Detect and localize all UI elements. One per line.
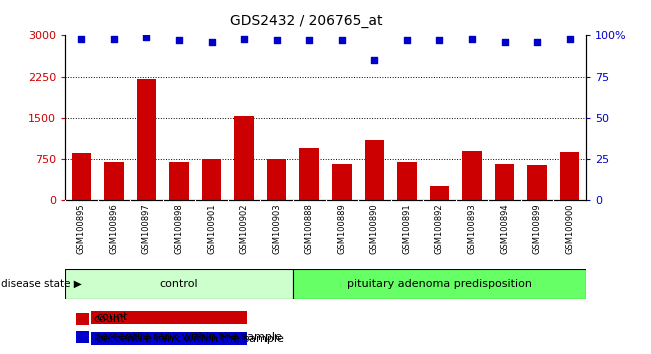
Bar	[104, 161, 124, 200]
Bar	[76, 313, 89, 325]
Point	[499, 39, 510, 45]
Bar	[560, 152, 579, 200]
Text: count: count	[94, 314, 125, 324]
Bar	[299, 148, 319, 200]
Text: GSM100890: GSM100890	[370, 204, 379, 254]
Bar	[76, 331, 89, 343]
Bar	[293, 269, 586, 299]
Point	[76, 36, 87, 41]
Text: count: count	[96, 312, 128, 322]
Bar	[332, 164, 352, 200]
Point	[402, 38, 412, 43]
Point	[532, 39, 542, 45]
Text: control: control	[159, 279, 199, 289]
Text: GDS2432 / 206765_at: GDS2432 / 206765_at	[230, 14, 382, 28]
Text: GSM100899: GSM100899	[533, 204, 542, 254]
Text: GSM100900: GSM100900	[565, 204, 574, 254]
Text: GSM100888: GSM100888	[305, 204, 314, 254]
Bar	[234, 116, 254, 200]
Bar	[91, 332, 247, 346]
Point	[239, 36, 249, 41]
Point	[271, 38, 282, 43]
Text: GSM100892: GSM100892	[435, 204, 444, 254]
Bar	[65, 269, 293, 299]
Text: disease state ▶: disease state ▶	[1, 279, 81, 289]
Text: GSM100901: GSM100901	[207, 204, 216, 254]
Text: GSM100889: GSM100889	[337, 204, 346, 254]
Bar	[430, 186, 449, 200]
Bar	[91, 310, 247, 324]
Text: percentile rank within the sample: percentile rank within the sample	[96, 333, 284, 344]
Text: GSM100897: GSM100897	[142, 204, 151, 254]
Text: pituitary adenoma predisposition: pituitary adenoma predisposition	[347, 279, 532, 289]
Point	[434, 38, 445, 43]
Point	[564, 36, 575, 41]
Text: GSM100896: GSM100896	[109, 204, 118, 254]
Bar	[495, 164, 514, 200]
Point	[109, 36, 119, 41]
Text: GSM100895: GSM100895	[77, 204, 86, 254]
Text: GSM100898: GSM100898	[174, 204, 184, 254]
Point	[174, 38, 184, 43]
Point	[304, 38, 314, 43]
Text: GSM100903: GSM100903	[272, 204, 281, 254]
Bar	[169, 161, 189, 200]
Text: GSM100902: GSM100902	[240, 204, 249, 254]
Bar	[137, 79, 156, 200]
Point	[369, 57, 380, 63]
Bar	[527, 165, 547, 200]
Text: percentile rank within the sample: percentile rank within the sample	[94, 332, 282, 342]
Bar	[202, 159, 221, 200]
Bar	[267, 159, 286, 200]
Text: GSM100893: GSM100893	[467, 204, 477, 254]
Text: GSM100891: GSM100891	[402, 204, 411, 254]
Bar	[397, 161, 417, 200]
Bar	[462, 151, 482, 200]
Point	[206, 39, 217, 45]
Bar	[72, 153, 91, 200]
Text: GSM100894: GSM100894	[500, 204, 509, 254]
Bar	[365, 139, 384, 200]
Point	[337, 38, 347, 43]
Point	[467, 36, 477, 41]
Point	[141, 34, 152, 40]
